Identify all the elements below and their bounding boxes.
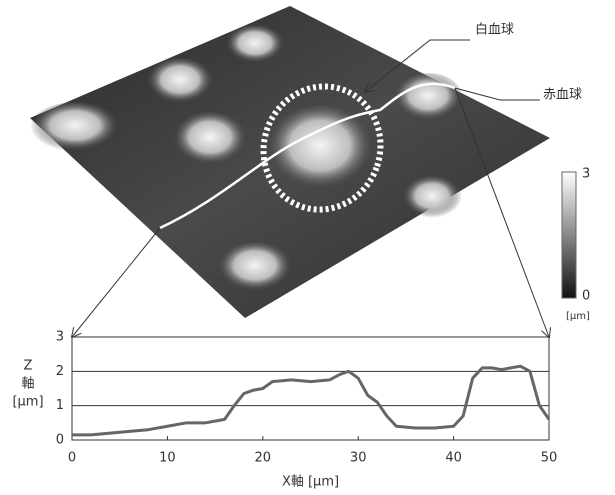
bump bbox=[172, 112, 248, 168]
y-axis-label: Z bbox=[24, 359, 33, 374]
x-tick-label: 40 bbox=[445, 451, 462, 466]
plot-frame bbox=[72, 337, 549, 440]
y-tick-label: 1 bbox=[56, 398, 64, 413]
x-tick-label: 10 bbox=[159, 451, 176, 466]
bump bbox=[30, 102, 120, 154]
y-tick-label: 2 bbox=[56, 364, 64, 379]
x-axis-label: X軸 [μm] bbox=[282, 475, 339, 490]
leader bbox=[72, 228, 160, 337]
annotation: 赤血球 bbox=[543, 88, 582, 103]
bump bbox=[402, 176, 462, 220]
bump bbox=[393, 73, 463, 123]
y-tick-label: 0 bbox=[56, 433, 64, 448]
x-tick-label: 0 bbox=[68, 451, 76, 466]
profile-line bbox=[72, 366, 549, 435]
x-tick-label: 20 bbox=[255, 451, 272, 466]
y-axis-label: [μm] bbox=[12, 395, 43, 410]
y-tick-label: 3 bbox=[56, 330, 64, 345]
bump bbox=[225, 25, 285, 65]
colorbar-tick: 0 bbox=[582, 289, 590, 304]
surface-plot: 白血球 赤血球 3 0 [μm] bbox=[30, 6, 590, 337]
colorbar bbox=[562, 172, 576, 298]
annotation: 白血球 bbox=[475, 22, 514, 38]
y-axis-label: 軸 bbox=[21, 377, 34, 392]
x-tick-label: 50 bbox=[541, 451, 558, 466]
figure: 白血球 赤血球 3 0 [μm] X軸 [μm] 012301020304050… bbox=[0, 0, 615, 495]
bump bbox=[217, 242, 293, 294]
x-tick-label: 30 bbox=[350, 451, 367, 466]
bump bbox=[146, 58, 214, 106]
colorbar-label: [μm] bbox=[566, 311, 590, 322]
page: 白血球 赤血球 3 0 [μm] X軸 [μm] 012301020304050… bbox=[0, 0, 615, 495]
colorbar-tick: 3 bbox=[582, 167, 590, 182]
